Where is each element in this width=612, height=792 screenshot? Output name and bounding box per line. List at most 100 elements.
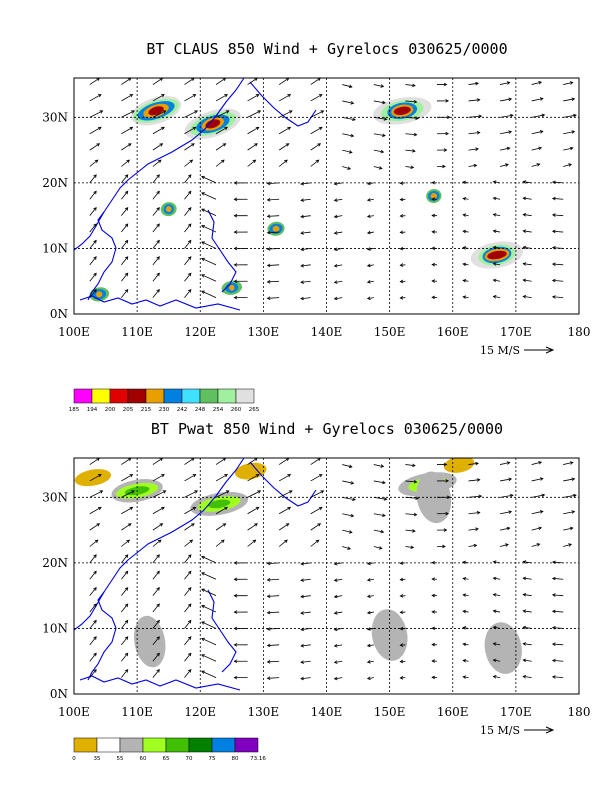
wind-vector-head [201,208,205,212]
wind-vector [121,110,135,118]
colorbar-swatch [163,388,183,404]
wind-vector-head [300,296,304,301]
wind-vector [184,571,192,580]
wind-vector [89,652,97,662]
wind-vector [300,182,311,185]
wind-vector [121,539,130,547]
wind-vector [367,231,374,234]
wind-vector [373,100,386,104]
wind-vector [310,506,323,515]
wind-vector [334,595,343,598]
wind-vector [405,149,416,152]
wind-vector-head [129,126,134,131]
wind-vector-head [506,81,511,85]
coastline-segment [79,675,241,691]
wind-vector [201,654,217,662]
wind-vector [334,677,343,680]
feature-contour-55 [416,471,452,524]
wind-vector [201,670,217,678]
y-ticks: 0N 10N 20N 30N [42,490,68,701]
wind-vector [367,578,374,581]
wind-vector [300,628,311,631]
wind-vector [267,628,280,630]
wind-vector [184,223,192,233]
wind-vector [531,114,545,118]
wind-vector [463,247,469,249]
wind-vector [121,603,129,613]
vector-scale-arrowhead [545,346,555,354]
wind-vector-head [506,526,511,531]
wind-vector-head [445,99,450,103]
wind-vector [121,159,130,167]
wind-vector-head [255,94,260,98]
wind-vector [184,159,193,167]
x-tick-label: 120E [184,705,216,719]
wind-vector [334,215,343,218]
wind-vector-head [225,490,230,494]
wind-vector [563,511,575,515]
wind-vector-head [366,561,371,566]
wind-vector [523,246,532,249]
wind-vector-head [255,506,260,511]
wind-vector [373,529,384,533]
wind-vector-head [124,652,129,657]
wind-vector [121,207,129,216]
wind-vector-head [266,230,271,235]
wind-vector [367,611,374,614]
wind-vector-head [476,130,481,135]
wind-vector-head [571,477,576,482]
wind-vector [89,571,97,580]
wind-vector-head [431,213,436,218]
wind-vector-head [159,523,164,527]
wind-vector [201,225,217,233]
wind-vector [121,506,133,515]
wind-vector [463,577,469,580]
wind-vector [531,478,543,482]
wind-vector [247,94,259,102]
wind-vector-head [315,539,320,544]
wind-vector-head [462,229,467,234]
wind-vector-head [446,115,451,120]
wind-vector-head [156,174,160,178]
wind-vector [267,231,280,234]
wind-vector [300,677,311,680]
coastline-segment [79,295,241,311]
wind-vector-head [127,523,132,527]
wind-vector-head [538,526,543,531]
wind-vector-head [288,490,293,494]
wind-vector [121,571,129,580]
wind-vector-head [410,165,415,170]
wind-vector [247,490,261,498]
wind-vector [152,474,165,482]
x-tick-label: 140E [311,705,343,719]
wind-vector [523,263,532,266]
wind-vector-head [539,97,544,101]
wind-vector [278,458,289,465]
wind-vector-head [333,296,338,301]
wind-vector-head [93,587,97,591]
wind-vector [152,523,163,531]
wind-vector [523,594,532,597]
wind-vector-head [462,658,467,663]
wind-vector [184,94,196,102]
wind-vector [184,490,198,498]
wind-vector-head [492,593,497,597]
wind-vector [493,279,501,282]
colorbar-label: 65 [163,756,170,762]
wind-vector-head [492,658,497,663]
wind-vector-head [399,659,404,664]
wind-vector-head [551,642,556,646]
wind-vector [89,143,100,151]
wind-vector-head [187,256,192,260]
wind-vector [531,510,543,515]
wind-vector-head [380,464,385,468]
feature-contour-205 [205,119,221,129]
wind-vector-head [266,214,271,219]
wind-vector-head [475,147,479,151]
feature-contour-205 [393,106,411,115]
wind-vector [523,626,532,629]
wind-vector [523,214,532,217]
wind-vector-head [399,246,404,251]
wind-vector [89,126,102,135]
wind-vector-head [568,163,573,167]
